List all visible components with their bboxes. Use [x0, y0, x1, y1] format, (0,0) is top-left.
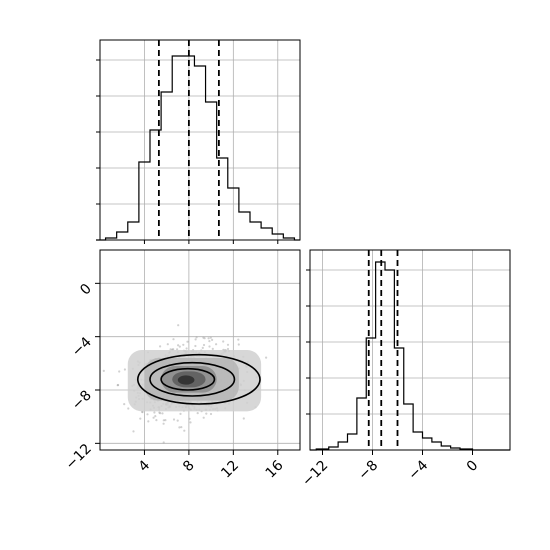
scatter-point [202, 336, 205, 339]
scatter-point [178, 426, 181, 429]
scatter-point [116, 384, 119, 387]
scatter-point [237, 338, 240, 341]
scatter-point [201, 346, 204, 349]
scatter-point [162, 422, 165, 425]
scatter-point [176, 419, 179, 422]
scatter-point [189, 421, 192, 424]
x-tick-label: −4 [405, 457, 431, 483]
scatter-point [195, 336, 198, 339]
scatter-point [161, 412, 164, 415]
scatter-point [147, 420, 150, 423]
y-tick-label: −4 [69, 334, 95, 360]
scatter-point [179, 412, 182, 415]
histogram-step [96, 55, 300, 241]
x-tick-label: −12 [299, 458, 331, 490]
x-tick-label: 12 [218, 458, 242, 482]
scatter-point [177, 344, 180, 347]
scatter-point [207, 337, 210, 340]
scatter-point [118, 370, 121, 373]
x-tick-label: 4 [136, 457, 154, 475]
scatter-point [123, 403, 126, 406]
scatter-point [158, 411, 161, 414]
scatter-point [155, 419, 158, 422]
scatter-point [237, 343, 240, 346]
scatter-point [152, 416, 155, 419]
contour-line [136, 353, 261, 405]
scatter-point [162, 419, 165, 422]
scatter-point [172, 418, 176, 421]
scatter-point [164, 419, 167, 422]
scatter-point [178, 345, 181, 348]
scatter-point [209, 336, 212, 339]
scatter-point [226, 343, 230, 346]
scatter-point [202, 416, 205, 419]
scatter-point [159, 412, 162, 415]
scatter-point [132, 430, 135, 433]
scatter-point [177, 324, 180, 327]
joint-distribution-panel: 4 8 12 16 0 −4 −8 −12 [63, 249, 301, 482]
scatter-point [123, 368, 126, 371]
scatter-point [183, 429, 186, 432]
x-tick-label: −8 [355, 458, 381, 484]
scatter-point [169, 348, 172, 351]
scatter-point [154, 415, 157, 418]
scatter-point [139, 417, 142, 420]
panel-frame [309, 249, 511, 451]
y-tick-label: −12 [63, 441, 95, 473]
scatter-point [185, 347, 188, 350]
x-marginal-panel [96, 39, 301, 244]
y-marginal-panel: −12 −8 −4 0 [299, 249, 511, 490]
scatter-point [182, 343, 185, 346]
scatter-point [176, 348, 179, 351]
scatter-point [127, 407, 130, 410]
y-tick-label: 0 [77, 281, 95, 299]
scatter-point [159, 345, 162, 348]
panel-frame [99, 249, 301, 451]
scatter-point [117, 383, 120, 387]
scatter-point [226, 347, 230, 351]
x-tick-label: 16 [263, 457, 287, 481]
scatter-point [205, 412, 208, 415]
density-region [177, 375, 195, 385]
scatter-point [211, 347, 214, 350]
scatter-point [166, 343, 169, 346]
scatter-point [162, 441, 165, 444]
scatter-point [180, 426, 183, 429]
scatter-point [242, 417, 245, 420]
scatter-point [141, 411, 144, 414]
scatter-point [146, 413, 149, 416]
scatter-point [215, 343, 218, 346]
x-tick-label: 0 [464, 458, 482, 476]
scatter-point [203, 337, 206, 340]
scatter-point [208, 345, 211, 348]
scatter-point [196, 412, 199, 415]
histogram-step [310, 261, 510, 451]
scatter-point [194, 338, 197, 341]
scatter-point [208, 340, 211, 343]
x-tick-label: 8 [180, 458, 198, 476]
contour-line [160, 367, 216, 391]
scatter-point [188, 417, 191, 420]
scatter-point [172, 338, 175, 341]
panel-frame [99, 39, 301, 241]
scatter-point [265, 356, 268, 359]
scatter-point [222, 340, 225, 343]
scatter-point [209, 412, 213, 416]
contour-line [149, 361, 236, 397]
scatter-point [211, 338, 214, 341]
scatter-point [153, 411, 156, 414]
scatter-point [102, 369, 105, 372]
scatter-point [186, 340, 189, 343]
y-tick-label: −8 [69, 388, 95, 414]
scatter-point [172, 348, 175, 351]
scatter-point [202, 343, 206, 347]
scatter-point [194, 344, 197, 348]
